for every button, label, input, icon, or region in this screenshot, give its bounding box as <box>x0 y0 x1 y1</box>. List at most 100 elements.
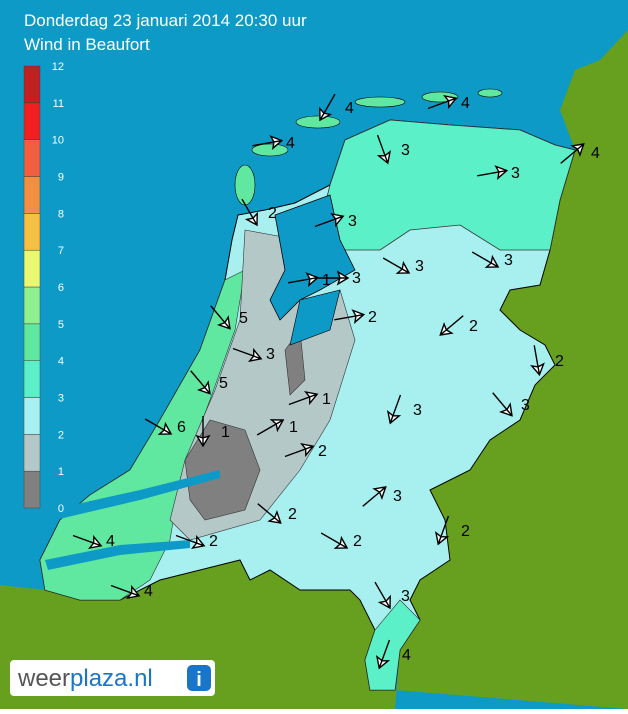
wind-label: 4 <box>461 95 470 112</box>
region-coast <box>39 269 246 601</box>
wind-label: 4 <box>591 145 600 162</box>
wind-label: 4 <box>286 135 295 152</box>
legend-band <box>23 470 41 509</box>
logo-prefix: weer <box>17 665 70 692</box>
wind-arrow <box>232 347 263 363</box>
legend-label: 8 <box>58 208 64 220</box>
land-neighbours <box>0 30 628 709</box>
wind-arrow <box>374 581 391 610</box>
wind-arrow <box>252 135 284 150</box>
wind-arrow <box>477 165 509 180</box>
wind-label: 3 <box>401 588 410 605</box>
wind-label: 2 <box>555 353 564 370</box>
wind-arrow <box>195 416 211 448</box>
legend-band <box>23 286 41 325</box>
wind-label: 5 <box>239 310 248 327</box>
wind-label: 1 <box>322 272 331 289</box>
legend-label: 3 <box>58 393 64 405</box>
legend-label: 12 <box>52 61 64 73</box>
wind-label: 4 <box>106 533 115 550</box>
wind-label: 4 <box>402 647 411 664</box>
island <box>251 143 289 157</box>
legend-band <box>23 434 41 472</box>
wind-arrow <box>241 198 258 227</box>
legend-label: 9 <box>58 172 64 184</box>
legend-label: 10 <box>52 135 64 147</box>
wind-arrow <box>334 309 366 324</box>
wind-label: 3 <box>413 402 422 419</box>
wind-arrow <box>386 394 402 425</box>
legend-band <box>23 360 41 398</box>
legend-band <box>23 323 41 361</box>
wind-label: 5 <box>219 375 228 392</box>
legend-label: 6 <box>58 282 64 294</box>
legend-band <box>23 65 41 104</box>
wind-arrow <box>256 419 285 436</box>
wind-label: 6 <box>177 419 186 436</box>
legend-band <box>23 213 41 251</box>
legend-band <box>23 397 41 435</box>
wind-arrow <box>382 257 411 274</box>
wind-arrows: 4 4 4 3 4 3 2 3 3 3 3 1 2 5 2 3 2 5 1 3 3 6 1 1 2 3 2 2 2 4 2 4 3 4 <box>72 93 600 670</box>
wind-arrow <box>288 272 320 287</box>
wind-arrow <box>288 390 319 406</box>
legend-label: 11 <box>53 98 64 110</box>
wind-label: 3 <box>393 488 402 505</box>
wind-arrow <box>284 442 315 458</box>
wind-label: 4 <box>144 583 153 600</box>
legend-band <box>23 249 41 288</box>
wind-arrow <box>110 584 141 600</box>
wind-arrow <box>434 515 450 546</box>
legend-label: 5 <box>58 319 64 331</box>
wind-label: 1 <box>322 391 331 408</box>
legend-band <box>23 176 41 214</box>
wind-label: 2 <box>368 309 377 326</box>
wind-arrow <box>210 305 231 330</box>
wind-arrow <box>144 418 173 435</box>
wind-arrow <box>314 212 345 228</box>
wind-label: 2 <box>353 533 362 550</box>
wind-arrow <box>318 270 350 286</box>
wind-arrow <box>72 534 103 550</box>
wind-label: 2 <box>268 205 277 222</box>
wind-arrow <box>319 93 336 122</box>
wind-arrow <box>560 143 585 164</box>
wind-arrow <box>492 392 513 417</box>
wind-arrow <box>530 345 545 377</box>
wind-label: 2 <box>461 523 470 540</box>
wind-label: 2 <box>318 443 327 460</box>
wind-label: 4 <box>345 100 354 117</box>
wind-arrow <box>439 315 464 336</box>
legend-label: 4 <box>58 356 64 368</box>
wind-label: 3 <box>521 397 530 414</box>
island <box>295 115 341 129</box>
title: Donderdag 23 januari 2014 20:30 uur <box>24 11 307 30</box>
legend-label: 2 <box>58 429 64 441</box>
lake <box>289 289 341 346</box>
island <box>354 96 406 108</box>
legend-label: 1 <box>58 466 64 478</box>
wind-arrow <box>376 134 392 165</box>
wind-label: 2 <box>288 506 297 523</box>
wind-label: 3 <box>266 346 275 363</box>
legend-band <box>23 139 41 177</box>
logo-icon <box>187 665 211 691</box>
logo-icon-letter: i <box>196 669 202 691</box>
estuary <box>45 540 190 570</box>
wind-arrow <box>362 486 387 507</box>
wind-label: 3 <box>348 213 357 230</box>
logo: weerplaza.nl <box>17 665 153 692</box>
wind-label: 1 <box>221 424 230 441</box>
wind-arrow <box>471 251 500 268</box>
legend-label: 7 <box>58 245 64 257</box>
wind-arrow <box>175 534 206 550</box>
wind-arrow <box>257 503 282 524</box>
wind-arrow <box>190 370 211 395</box>
logo-box <box>10 660 215 696</box>
island <box>234 164 256 206</box>
subtitle: Wind in Beaufort <box>24 35 150 54</box>
wind-label: 1 <box>289 419 298 436</box>
estuary <box>50 470 220 520</box>
